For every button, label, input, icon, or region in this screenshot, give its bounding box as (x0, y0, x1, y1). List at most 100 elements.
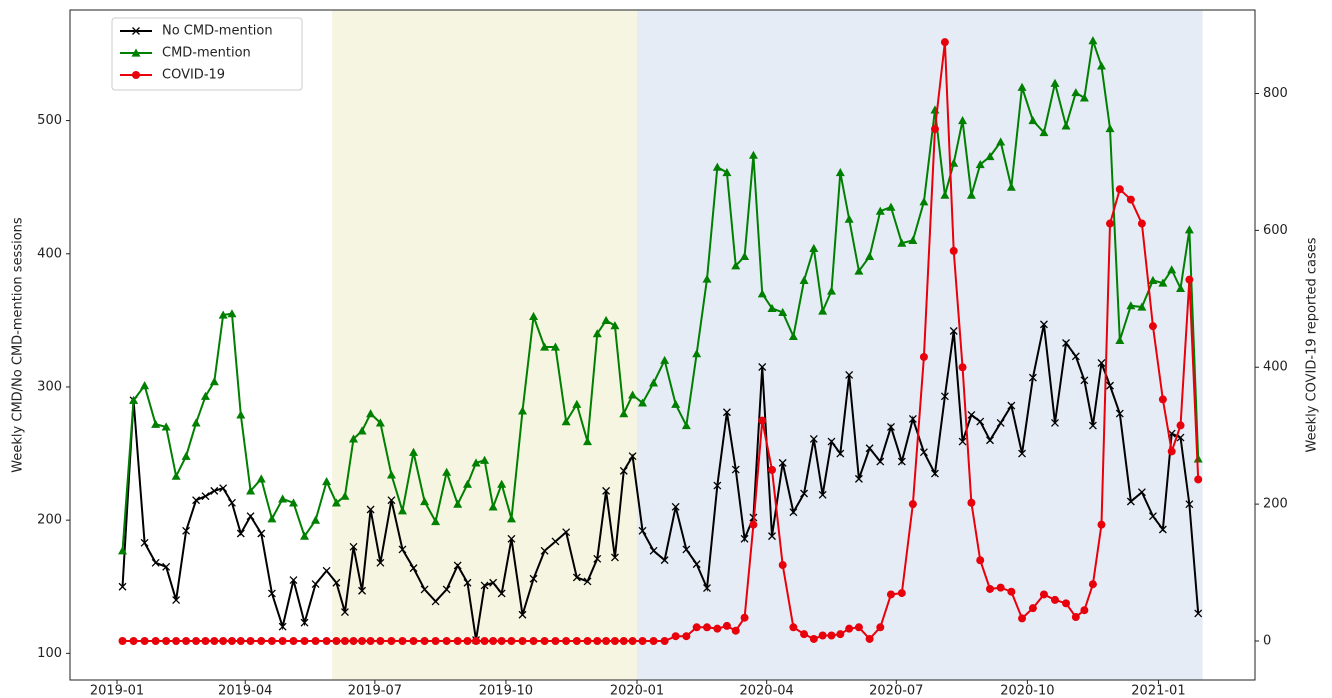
data-point (453, 499, 463, 508)
data-point (789, 508, 798, 517)
data-point (638, 526, 647, 535)
data-point (409, 447, 419, 456)
data-point (171, 471, 181, 480)
data-point (431, 516, 441, 526)
data-point (480, 636, 489, 645)
data-point (1158, 278, 1168, 287)
data-point (592, 329, 602, 338)
data-point (844, 214, 854, 223)
data-point (398, 636, 407, 645)
data-point (897, 589, 906, 598)
data-point (827, 437, 836, 446)
data-point (1158, 525, 1167, 534)
data-point (182, 636, 191, 645)
data-point (472, 636, 481, 645)
data-point (376, 636, 385, 645)
data-point (1071, 352, 1080, 361)
data-point (420, 636, 429, 645)
data-point (660, 355, 670, 364)
data-point (431, 597, 440, 606)
data-point (1158, 395, 1167, 404)
data-point (778, 458, 787, 467)
data-point (572, 636, 581, 645)
legend-label: COVID-19 (162, 68, 225, 83)
x-tick-label: 2019-04 (218, 684, 272, 698)
data-point (397, 506, 407, 515)
data-point (1184, 225, 1194, 234)
data-point (583, 636, 592, 645)
data-point (835, 168, 845, 177)
data-point (713, 481, 722, 490)
data-point (376, 558, 385, 567)
data-point (865, 444, 874, 453)
data-point (256, 474, 266, 483)
y-tick-label: 200 (37, 513, 62, 528)
data-point (583, 577, 592, 586)
data-point (278, 494, 288, 503)
data-point (967, 410, 976, 419)
data-point (518, 610, 527, 619)
data-point (800, 630, 809, 639)
y-tick-label: 300 (37, 379, 62, 394)
data-point (551, 537, 560, 546)
data-point (246, 486, 256, 495)
data-point (1106, 381, 1114, 390)
data-point (1028, 116, 1038, 125)
data-point (1115, 335, 1125, 344)
data-point (129, 636, 138, 645)
data-point (740, 613, 749, 622)
legend-marker (131, 48, 141, 57)
data-point (540, 546, 549, 555)
data-point (1137, 488, 1146, 497)
y2-tick-label: 0 (1263, 633, 1271, 648)
data-point (288, 498, 298, 507)
data-point (463, 636, 472, 645)
data-point (140, 538, 149, 547)
data-point (958, 437, 967, 446)
data-point (529, 636, 538, 645)
data-point (976, 417, 985, 426)
data-point (845, 624, 854, 633)
data-point (191, 418, 201, 427)
data-point (619, 636, 628, 645)
data-point (162, 562, 171, 571)
data-point (619, 409, 629, 418)
data-point (692, 623, 701, 632)
legend-label: No CMD-mention (162, 24, 273, 39)
data-point (322, 636, 331, 645)
data-point (649, 636, 658, 645)
data-point (236, 529, 245, 538)
data-point (722, 408, 731, 417)
legend-marker (132, 71, 140, 79)
data-point (610, 321, 620, 330)
data-point (1062, 339, 1070, 347)
data-point (976, 556, 985, 565)
data-point (1097, 520, 1106, 529)
data-point (366, 505, 375, 514)
data-point (722, 168, 732, 177)
data-point (722, 621, 731, 630)
data-point (172, 636, 181, 645)
data-point (181, 451, 191, 460)
data-point (182, 526, 191, 535)
data-point (331, 498, 341, 507)
data-point (601, 315, 611, 324)
data-point (349, 636, 358, 645)
data-point (1061, 121, 1071, 130)
data-point (358, 586, 367, 595)
y2-axis-label: Weekly COVID-19 reported cases (1305, 237, 1320, 452)
data-point (540, 342, 550, 351)
data-point (740, 534, 749, 543)
data-point (836, 449, 845, 458)
data-point (692, 349, 702, 358)
data-point (192, 496, 201, 505)
data-point (768, 465, 777, 474)
data-point (602, 636, 611, 645)
data-point (357, 426, 367, 435)
data-point (497, 589, 506, 598)
data-point (682, 632, 691, 641)
data-point (800, 489, 809, 498)
data-point (1148, 512, 1157, 521)
x-tick-label: 2019-01 (90, 684, 144, 698)
